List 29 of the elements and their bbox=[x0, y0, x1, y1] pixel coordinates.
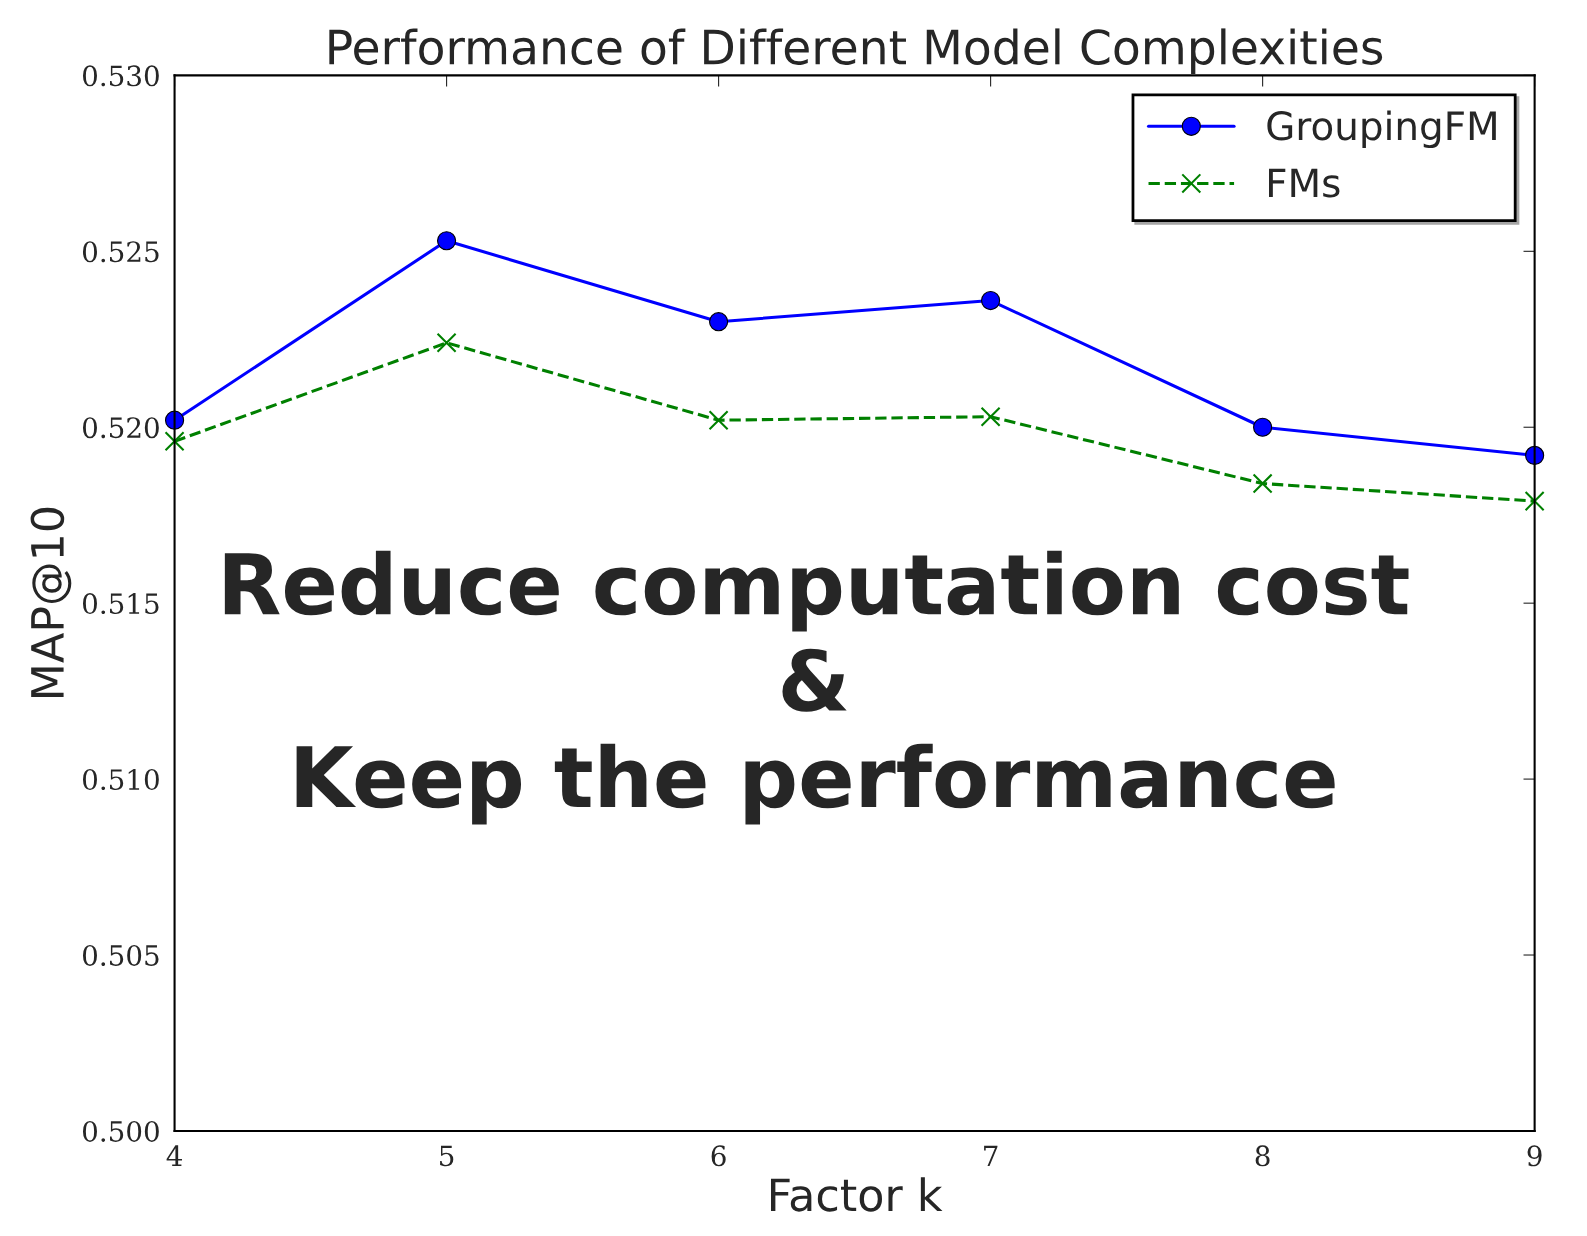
point bbox=[708, 410, 729, 431]
y-tick-label: 0.500 bbox=[82, 1120, 159, 1142]
point bbox=[436, 332, 457, 353]
y-tick-label: 0.515 bbox=[82, 593, 159, 615]
legend-label: FMs bbox=[1269, 168, 1340, 198]
point bbox=[164, 431, 185, 452]
y-tick-label: 0.525 bbox=[82, 241, 159, 263]
x-tick-label: 7 bbox=[984, 1145, 998, 1166]
legend-label: GroupingFM bbox=[1267, 110, 1496, 149]
point bbox=[1252, 473, 1273, 494]
annotation: Reduce computation cost & Keep the performance bbox=[224, 550, 1409, 825]
x-axis-title: Factor k bbox=[771, 1177, 943, 1212]
y-tick-label: 0.510 bbox=[82, 769, 159, 791]
point bbox=[980, 406, 1001, 427]
y-tick-label: 0.530 bbox=[82, 65, 159, 87]
point bbox=[1524, 491, 1545, 512]
y-axis-title: MAP@10 bbox=[30, 507, 72, 698]
point bbox=[436, 231, 457, 251]
y-tick-label: 0.520 bbox=[82, 417, 159, 439]
x-tick-label: 4 bbox=[166, 1145, 183, 1166]
point bbox=[981, 290, 1001, 311]
chart-title: Performance of Different Model Complexities bbox=[329, 28, 1383, 75]
x-tick-label: 8 bbox=[1255, 1145, 1270, 1167]
x-tick-label: 9 bbox=[1527, 1145, 1542, 1167]
x-tick-label: 5 bbox=[440, 1145, 454, 1167]
point bbox=[1253, 417, 1273, 437]
y-tick-label: 0.505 bbox=[82, 944, 159, 966]
x-tick-label: 6 bbox=[711, 1145, 726, 1167]
point bbox=[709, 312, 729, 332]
